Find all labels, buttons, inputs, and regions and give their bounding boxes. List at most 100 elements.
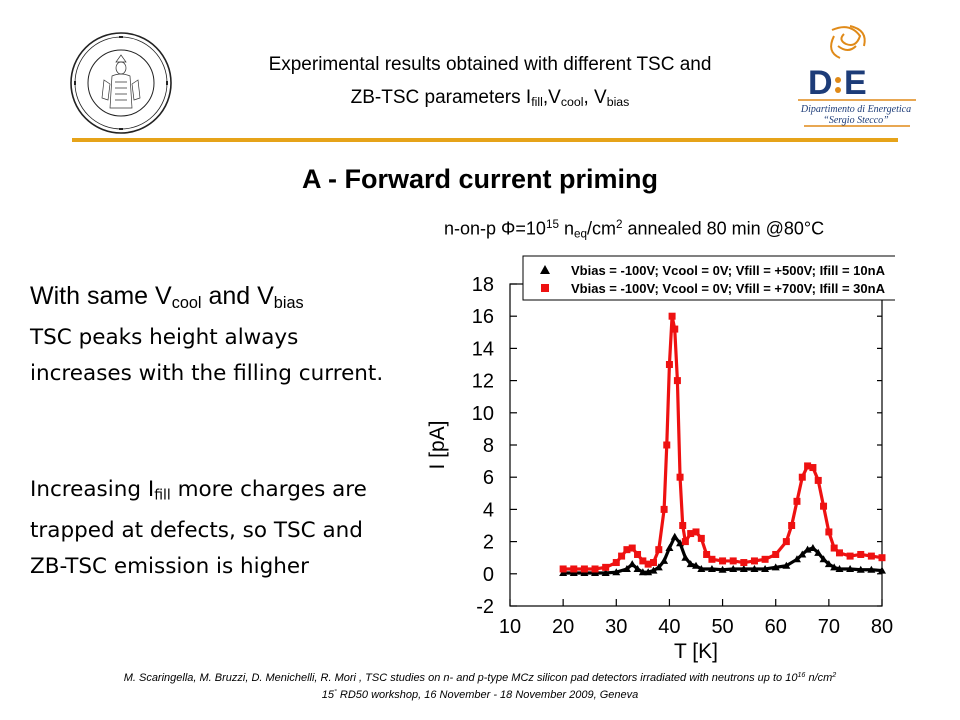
data-point-red	[681, 538, 689, 546]
data-point-red	[679, 522, 687, 529]
data-point-red	[644, 560, 652, 568]
data-point-black	[559, 568, 568, 576]
logo-text-line2: “Sergio Stecco”	[823, 115, 889, 126]
y-tick-label: 6	[483, 467, 494, 489]
data-point-black	[824, 560, 833, 568]
section-title: A - Forward current priming	[301, 164, 659, 194]
data-point-red	[665, 361, 673, 368]
header-divider	[72, 138, 898, 142]
data-point-red	[729, 557, 737, 565]
footer-citation: M. Scaringella, M. Bruzzi, D. Menichelli…	[0, 668, 960, 702]
data-point-red	[772, 550, 780, 558]
data-point-black	[580, 568, 589, 576]
body-paragraph-1: TSC peaks height always increases with t…	[30, 325, 384, 386]
data-point-black	[612, 568, 621, 576]
data-point-red	[580, 565, 588, 573]
data-point-black	[761, 564, 770, 572]
data-point-red	[798, 473, 806, 481]
x-tick-label: 20	[552, 616, 574, 638]
data-point-red	[639, 557, 647, 565]
data-point-black	[686, 560, 695, 568]
data-point-red	[782, 538, 790, 546]
data-point-red	[649, 559, 657, 567]
data-point-red	[655, 546, 663, 554]
data-point-red	[697, 534, 705, 542]
data-point-black	[591, 568, 600, 576]
data-point-black	[750, 564, 759, 572]
x-tick-label: 70	[818, 616, 840, 638]
data-point-black	[638, 568, 647, 576]
data-point-black	[660, 556, 669, 564]
data-point-red	[846, 552, 854, 560]
legend-box	[522, 255, 949, 301]
data-point-red	[570, 565, 578, 573]
data-point-black	[808, 544, 817, 552]
x-tick-label: 40	[658, 616, 680, 638]
data-point-black	[846, 564, 855, 572]
data-point-red	[740, 559, 748, 567]
university-seal-logo	[68, 30, 174, 136]
y-tick-label: 4	[483, 499, 494, 521]
data-point-black	[569, 568, 578, 576]
tsc-chart: 10 20 30 40 50 60 70 80 -2 0 2 4 6 8 10 12 14 16 18 T [K] I …	[420, 246, 949, 671]
data-point-black	[665, 544, 674, 552]
data-point-red	[671, 325, 679, 333]
data-point-black	[739, 564, 748, 572]
data-point-red	[673, 377, 681, 385]
data-point-black	[771, 563, 780, 571]
tsc-chart-svg: 10 20 30 40 50 60 70 80 -2 0 2 4 6 8 10 12 14 16 18 T [K] I …	[426, 255, 949, 663]
data-point-red	[692, 528, 700, 536]
data-point-red	[719, 557, 727, 565]
data-point-black	[628, 560, 637, 568]
data-point-black	[729, 564, 738, 572]
data-point-red	[788, 522, 796, 529]
data-point-black	[830, 563, 839, 571]
data-point-red	[628, 544, 636, 552]
data-point-black	[878, 566, 886, 574]
header-title: Experimental results obtained with diffe…	[195, 48, 785, 119]
data-point-red	[809, 464, 817, 472]
data-point-red	[761, 555, 769, 563]
data-point-red	[618, 552, 626, 560]
data-point-red	[612, 559, 620, 567]
logo-text-line1: Dipartimento di Energetica	[800, 104, 911, 115]
lead-statement: With same Vcool and Vbias	[30, 282, 304, 313]
sample-note: n-on-p Φ=1015 neq/cm2 annealed 80 min @8…	[444, 218, 825, 241]
data-point-red	[820, 502, 828, 510]
department-logo: D E Dipartimento di Energetica “Sergio S…	[790, 22, 920, 134]
data-point-red	[703, 550, 711, 558]
data-point-black	[798, 550, 807, 558]
footer-line2: 15° RD50 workshop, 16 November - 18 Nove…	[321, 687, 639, 701]
footer-line1: M. Scaringella, M. Bruzzi, D. Menichelli…	[123, 671, 837, 684]
data-point-black	[649, 566, 658, 574]
data-point-red	[602, 563, 610, 571]
data-point-red	[634, 550, 642, 558]
data-point-red	[623, 546, 631, 554]
y-tick-label: 8	[483, 435, 494, 457]
x-tick-label: 60	[765, 616, 787, 638]
data-point-red	[676, 473, 684, 481]
data-point-red	[660, 505, 668, 513]
data-point-red	[793, 497, 801, 505]
plot-frame	[509, 283, 883, 607]
data-point-black	[718, 565, 727, 573]
x-tick-label: 10	[499, 616, 521, 638]
series-line-2	[563, 314, 883, 571]
x-tick-label: 30	[605, 616, 627, 638]
data-point-red	[867, 552, 875, 560]
data-point-red	[804, 462, 812, 470]
data-point-black	[601, 568, 610, 576]
data-point-black	[633, 564, 642, 572]
legend-entry-2: Vbias = -100V; Vcool = 0V; Vfill = +700V…	[571, 281, 886, 296]
body-paragraph-2: Increasing Ifill more charges are trappe…	[30, 477, 367, 580]
data-point-red	[878, 554, 886, 562]
data-point-black	[782, 561, 791, 569]
data-point-red	[687, 530, 695, 538]
data-point-black	[814, 548, 823, 556]
header-title-line1: Experimental results obtained with diffe…	[268, 54, 712, 75]
data-point-red	[663, 441, 671, 449]
data-point-red	[814, 476, 822, 484]
data-point-red	[591, 565, 599, 573]
legend-marker-black	[540, 265, 550, 274]
data-point-black	[697, 564, 706, 572]
